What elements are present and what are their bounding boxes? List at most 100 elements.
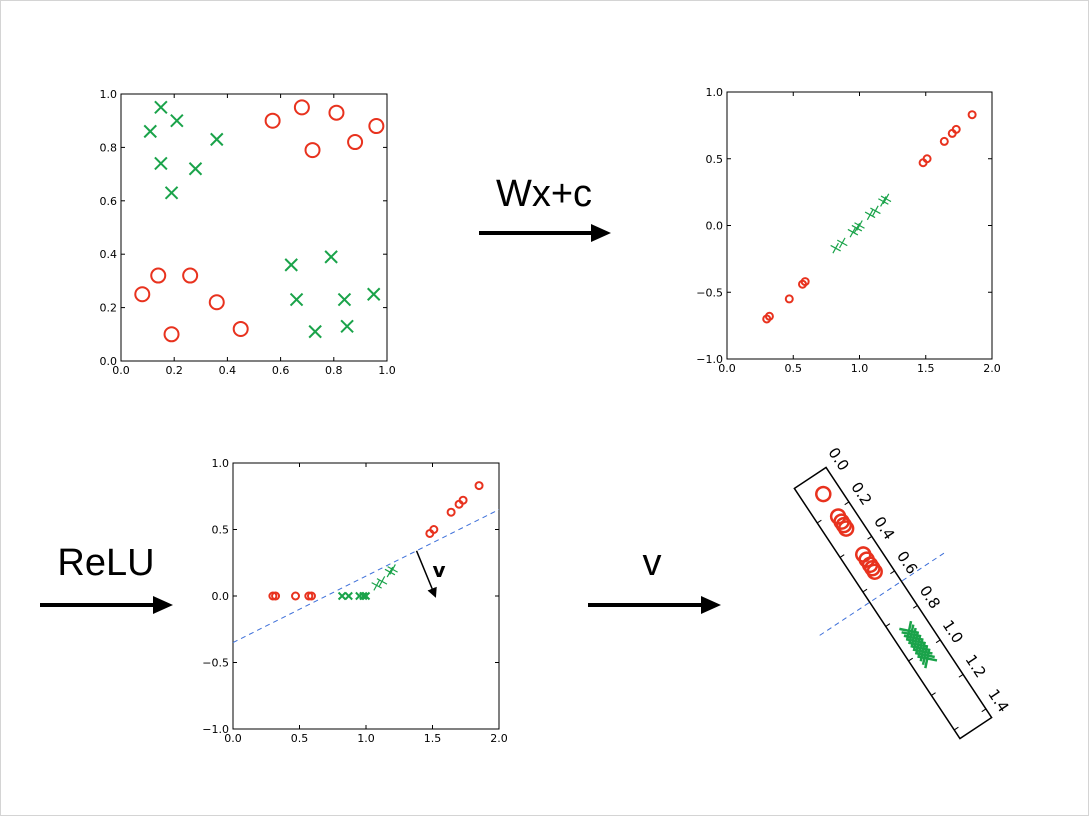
data-point-circle <box>784 294 794 304</box>
plot-projection: 0.0 0.2 0.4 0.6 0.8 1.0 1.2 1.4 <box>793 444 1013 740</box>
proj-tick <box>912 605 918 609</box>
x-tick-label: 0.6 <box>272 364 290 377</box>
y-tick-label: 0.8 <box>100 141 118 154</box>
cross-stroke <box>340 319 354 333</box>
data-point-cross <box>915 645 935 665</box>
arrow-wx-c: Wx+c <box>479 173 611 242</box>
data-point-circle <box>163 326 180 343</box>
arrow-v: v <box>588 542 721 614</box>
proj-tick-label: 1.2 <box>962 651 990 681</box>
plus-stroke <box>373 580 380 591</box>
proj-tick <box>935 639 941 644</box>
cross-stroke <box>143 124 157 139</box>
y-tick-label: −0.5 <box>202 657 229 670</box>
plus-stroke <box>838 237 846 249</box>
cross-stroke <box>154 100 168 115</box>
data-point-cross <box>917 648 938 669</box>
data-point-circle <box>815 485 832 503</box>
proj-tick-label: 0.2 <box>847 479 875 509</box>
data-point-circle <box>800 277 810 287</box>
plus-stroke <box>856 220 863 231</box>
proj-tick <box>981 708 987 713</box>
x-tick-label: 1.0 <box>378 364 396 377</box>
proj-tick <box>867 536 873 540</box>
data-point-cross <box>170 113 184 128</box>
y-tick-label: 0.6 <box>100 195 118 208</box>
cross-stroke <box>344 591 353 601</box>
proj-tick-label: 0.4 <box>870 513 898 543</box>
x-tick-label: 0.0 <box>112 364 130 377</box>
data-point-cross <box>366 287 381 301</box>
data-point-cross <box>188 162 203 176</box>
x-tick-label: 1.0 <box>357 732 375 745</box>
data-point-cross <box>210 132 224 147</box>
proj-tick <box>844 501 850 506</box>
data-point-circle <box>232 320 249 337</box>
data-point-plus <box>880 193 892 205</box>
y-tick-label: −1.0 <box>202 723 229 736</box>
projection-axis: 0.0 0.2 0.4 0.6 0.8 1.0 1.2 1.4 <box>793 444 1013 740</box>
x-tick-label: 0.5 <box>291 732 309 745</box>
cross-stroke <box>188 162 203 176</box>
data-point-cross <box>359 591 368 601</box>
data-point-cross <box>164 186 179 200</box>
proj-tick <box>821 467 827 471</box>
data-point-circle <box>922 154 932 164</box>
data-point-cross <box>154 100 168 115</box>
data-point-cross <box>340 319 354 333</box>
x-tick-label: 2.0 <box>490 732 508 745</box>
data-point-plus <box>870 205 881 217</box>
y-tick-label: 0.2 <box>100 302 118 315</box>
data-point-circle <box>837 520 855 537</box>
proj-tick <box>839 554 845 558</box>
data-point-circle <box>134 286 151 303</box>
plus-stroke <box>378 576 386 587</box>
data-point-circle <box>446 507 456 517</box>
y-tick-label: 0.0 <box>100 355 118 368</box>
data-point-circle <box>939 136 949 146</box>
cross-stroke <box>210 132 224 147</box>
x-tick-label: 1.0 <box>851 362 869 375</box>
cross-stroke <box>366 287 381 301</box>
proj-tick <box>885 623 891 627</box>
proj-tick <box>816 519 822 524</box>
data-point-plus <box>371 580 382 591</box>
y-tick-label: −1.0 <box>696 353 723 366</box>
proj-tick <box>958 674 964 678</box>
cross-stroke <box>337 292 352 307</box>
data-point-cross <box>284 258 298 272</box>
data-point-circle <box>347 134 364 151</box>
data-point-circle <box>271 591 281 601</box>
cross-stroke <box>915 651 935 659</box>
decision-boundary <box>818 552 945 637</box>
data-point-circle <box>293 99 310 116</box>
data-point-circle <box>764 311 774 321</box>
data-point-circle <box>855 546 872 563</box>
proj-tick <box>953 726 959 731</box>
plus-stroke <box>882 193 890 205</box>
y-tick-label: 0.0 <box>706 220 724 233</box>
proj-tick <box>862 588 868 593</box>
y-tick-label: 1.0 <box>706 86 724 99</box>
data-point-circle <box>835 516 853 534</box>
cross-stroke <box>284 258 298 272</box>
data-point-circle <box>368 118 385 135</box>
data-point-cross <box>337 591 347 601</box>
v-vector-label: v <box>433 558 446 582</box>
cross-stroke <box>359 591 368 601</box>
proj-tick <box>931 692 936 696</box>
label-relu: ReLU <box>57 542 154 584</box>
x-tick-label: 0.5 <box>785 362 803 375</box>
cross-stroke <box>324 250 338 264</box>
y-tick-label: 1.0 <box>100 88 118 101</box>
plot-relu-space: 0.0 0.5 1.0 1.5 2.0 −1.0 −0.5 0.0 0.5 1.0 v <box>202 457 507 745</box>
data-point-circle <box>291 591 301 601</box>
x-tick-label: 0.4 <box>219 364 237 377</box>
data-point-circle <box>304 142 321 159</box>
label-v: v <box>643 542 662 584</box>
label-wx-c: Wx+c <box>496 173 592 215</box>
y-tick-label: −0.5 <box>696 286 723 299</box>
data-point-cross <box>143 124 157 139</box>
